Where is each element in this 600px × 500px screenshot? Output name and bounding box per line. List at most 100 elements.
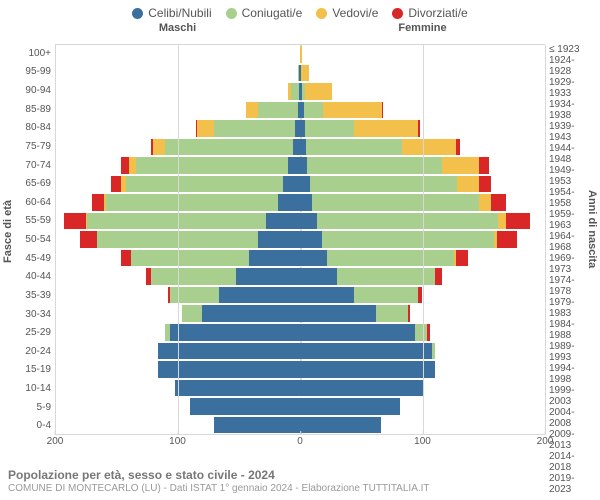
bar-segment xyxy=(202,305,300,322)
age-label: 15-19 xyxy=(0,361,55,380)
bar-segment xyxy=(121,250,131,267)
bar-segment xyxy=(491,194,506,211)
y-axis-left-title: Fasce di età xyxy=(2,200,14,263)
bar-segment xyxy=(111,176,121,193)
bar-segment xyxy=(300,361,435,378)
age-label: 100+ xyxy=(0,44,55,63)
table-row xyxy=(55,379,545,398)
table-row xyxy=(55,193,545,212)
birth-year-label: ≤ 1923 xyxy=(545,44,600,55)
bar-segment xyxy=(258,231,300,248)
bar-segment xyxy=(300,398,400,415)
bar-segment xyxy=(136,157,288,174)
table-row xyxy=(55,82,545,101)
bar-segment xyxy=(300,287,354,304)
bar-segment xyxy=(126,176,283,193)
table-row xyxy=(55,323,545,342)
age-label: 35-39 xyxy=(0,286,55,305)
bar-segment xyxy=(158,343,300,360)
bar-segment xyxy=(278,194,300,211)
age-label: 10-14 xyxy=(0,379,55,398)
bar-segment xyxy=(306,139,402,156)
age-label: 0-4 xyxy=(0,417,55,436)
bar-segment xyxy=(165,139,292,156)
gender-header: Maschi Femmine xyxy=(0,22,600,36)
bar-segment xyxy=(300,268,337,285)
legend-swatch xyxy=(226,8,237,19)
bar-segment xyxy=(291,83,298,100)
bar-segment xyxy=(456,139,461,156)
male-header: Maschi xyxy=(55,22,300,34)
age-label: 70-74 xyxy=(0,156,55,175)
bar-segment xyxy=(288,157,300,174)
bar-segment xyxy=(300,213,317,230)
bar-segment xyxy=(301,65,308,82)
table-row xyxy=(55,397,545,416)
bar-segment xyxy=(322,231,494,248)
legend-label: Divorziati/e xyxy=(408,6,467,20)
chart-subtitle: COMUNE DI MONTECARLO (LU) - Dati ISTAT 1… xyxy=(8,483,430,494)
chart-title: Popolazione per età, sesso e stato civil… xyxy=(8,468,430,482)
age-label: 75-79 xyxy=(0,137,55,156)
birth-year-label: 1949-1953 xyxy=(545,165,600,187)
table-row xyxy=(55,45,545,64)
bar-segment xyxy=(300,231,322,248)
bar-segment xyxy=(457,176,479,193)
bar-segment xyxy=(300,417,381,434)
birth-year-label: 2014-2018 xyxy=(545,451,600,473)
legend-swatch xyxy=(132,8,143,19)
birth-year-label: 1944-1948 xyxy=(545,143,600,165)
x-tick-label: 200 xyxy=(47,436,64,447)
birth-year-label: 1929-1933 xyxy=(545,77,600,99)
bar-segment xyxy=(427,324,429,341)
bar-segment xyxy=(415,324,427,341)
bar-segment xyxy=(300,380,423,397)
bar-segment xyxy=(300,176,310,193)
birth-year-label: 2019-2023 xyxy=(545,473,600,495)
bar-segment xyxy=(283,176,300,193)
birth-year-label: 1984-1988 xyxy=(545,319,600,341)
age-label: 40-44 xyxy=(0,268,55,287)
bar-segment xyxy=(479,194,491,211)
bar-segment xyxy=(300,157,307,174)
legend-label: Vedovi/e xyxy=(332,6,378,20)
bar-segment xyxy=(266,213,300,230)
bar-segment xyxy=(246,102,258,119)
bar-segment xyxy=(151,268,237,285)
grid-line xyxy=(545,45,546,434)
legend-item: Coniugati/e xyxy=(226,6,303,20)
table-row xyxy=(55,138,545,157)
y-axis-right-title: Anni di nascita xyxy=(586,190,598,268)
bar-segment xyxy=(408,305,410,322)
birth-year-label: 1934-1938 xyxy=(545,99,600,121)
footer: Popolazione per età, sesso e stato civil… xyxy=(8,468,430,494)
bar-segment xyxy=(106,194,278,211)
x-tick-label: 100 xyxy=(169,436,186,447)
bar-segment xyxy=(402,139,456,156)
bar-segment xyxy=(354,120,418,137)
table-row xyxy=(55,304,545,323)
bar-segment xyxy=(354,287,418,304)
birth-year-label: 1999-2003 xyxy=(545,385,600,407)
bar-segment xyxy=(312,194,479,211)
bar-segment xyxy=(305,120,354,137)
birth-year-label: 1974-1978 xyxy=(545,275,600,297)
bar-segment xyxy=(153,139,165,156)
bar-segment xyxy=(214,417,300,434)
bar-segment xyxy=(158,361,300,378)
bar-segment xyxy=(300,250,327,267)
bar-segment xyxy=(175,380,300,397)
bar-segment xyxy=(382,102,383,119)
bar-segment xyxy=(304,102,324,119)
bar-segment xyxy=(121,157,128,174)
birth-year-label: 1979-1983 xyxy=(545,297,600,319)
grid-line xyxy=(423,45,424,434)
table-row xyxy=(55,64,545,83)
bar-segment xyxy=(300,194,312,211)
x-tick-label: 200 xyxy=(537,436,554,447)
bar-segment xyxy=(190,398,300,415)
birth-year-label: 2004-2008 xyxy=(545,407,600,429)
age-label: 30-34 xyxy=(0,305,55,324)
bar-segment xyxy=(300,305,376,322)
table-row xyxy=(55,267,545,286)
